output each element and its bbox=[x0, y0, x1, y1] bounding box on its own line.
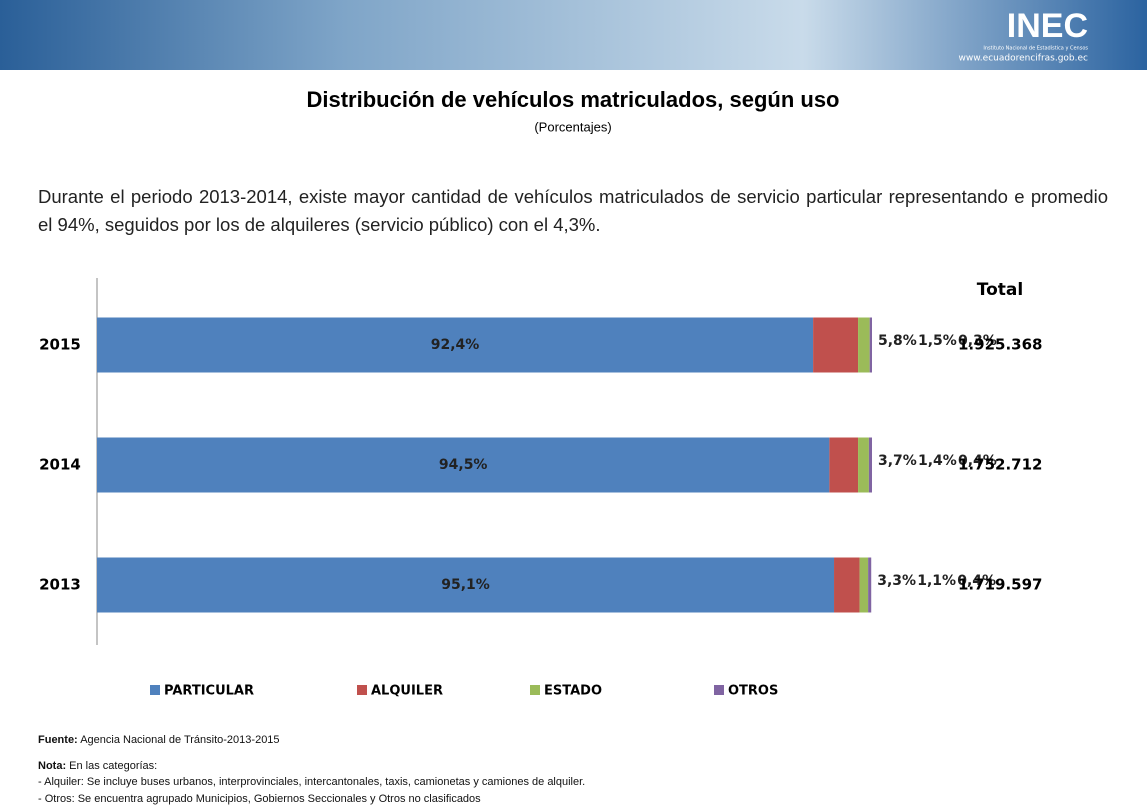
y-tick-label: 2014 bbox=[39, 456, 81, 474]
chart-subtitle: (Porcentajes) bbox=[534, 119, 611, 134]
bar-segment bbox=[858, 438, 869, 493]
total-value: 1.719.597 bbox=[958, 576, 1042, 594]
note-text: En las categorías: bbox=[69, 760, 157, 772]
institution: Instituto Nacional de Estadística y Cens… bbox=[983, 45, 1088, 52]
bar-segment bbox=[870, 318, 872, 373]
data-label: 5,8% bbox=[878, 333, 917, 349]
y-tick-label: 2013 bbox=[39, 576, 81, 594]
legend-label: OTROS bbox=[728, 684, 778, 699]
source-text: Agencia Nacional de Tránsito-2013-2015 bbox=[80, 734, 279, 746]
url: www.ecuadorencifras.gob.ec bbox=[959, 54, 1088, 64]
note-item: - Otros: Se encuentra agrupado Municipio… bbox=[38, 793, 481, 805]
chart-title: Distribución de vehículos matriculados, … bbox=[307, 87, 840, 112]
source-label: Fuente: bbox=[38, 734, 78, 746]
note-item: - Alquiler: Se incluye buses urbanos, in… bbox=[38, 776, 585, 788]
y-tick-label: 2015 bbox=[39, 336, 81, 354]
bar-segment bbox=[868, 558, 871, 613]
legend-swatch bbox=[714, 685, 724, 695]
source: Fuente: Agencia Nacional de Tránsito-201… bbox=[38, 734, 280, 746]
bar-segment bbox=[860, 558, 869, 613]
bar-segment bbox=[834, 558, 860, 613]
page: INEC Instituto Nacional de Estadística y… bbox=[0, 0, 1147, 812]
legend-swatch bbox=[150, 685, 160, 695]
data-label: 95,1% bbox=[441, 577, 490, 593]
data-label: 3,3% bbox=[877, 573, 916, 589]
bar-segment bbox=[813, 318, 858, 373]
legend-swatch bbox=[357, 685, 367, 695]
data-label: 1,4% bbox=[918, 453, 957, 469]
total-value: 1.752.712 bbox=[958, 456, 1042, 474]
legend-label: ESTADO bbox=[544, 684, 602, 699]
paragraph: Durante el periodo 2013-2014, existe may… bbox=[38, 183, 1108, 239]
bar-segment bbox=[829, 438, 858, 493]
total-value: 1.925.368 bbox=[958, 336, 1042, 354]
note-label: Nota: bbox=[38, 760, 66, 772]
data-label: 3,7% bbox=[878, 453, 917, 469]
bar-segment bbox=[869, 438, 872, 493]
logo: INEC bbox=[1007, 7, 1088, 45]
data-label: 1,5% bbox=[918, 333, 957, 349]
bar-segment bbox=[858, 318, 870, 373]
chart: INEC Instituto Nacional de Estadística y… bbox=[0, 0, 1147, 812]
note: Nota: En las categorías: bbox=[38, 760, 157, 772]
data-label: 92,4% bbox=[431, 337, 480, 353]
legend-label: ALQUILER bbox=[371, 684, 443, 699]
totals-title: Total bbox=[977, 280, 1023, 300]
data-label: 1,1% bbox=[917, 573, 956, 589]
legend-label: PARTICULAR bbox=[164, 684, 254, 699]
legend-swatch bbox=[530, 685, 540, 695]
data-label: 94,5% bbox=[439, 457, 488, 473]
